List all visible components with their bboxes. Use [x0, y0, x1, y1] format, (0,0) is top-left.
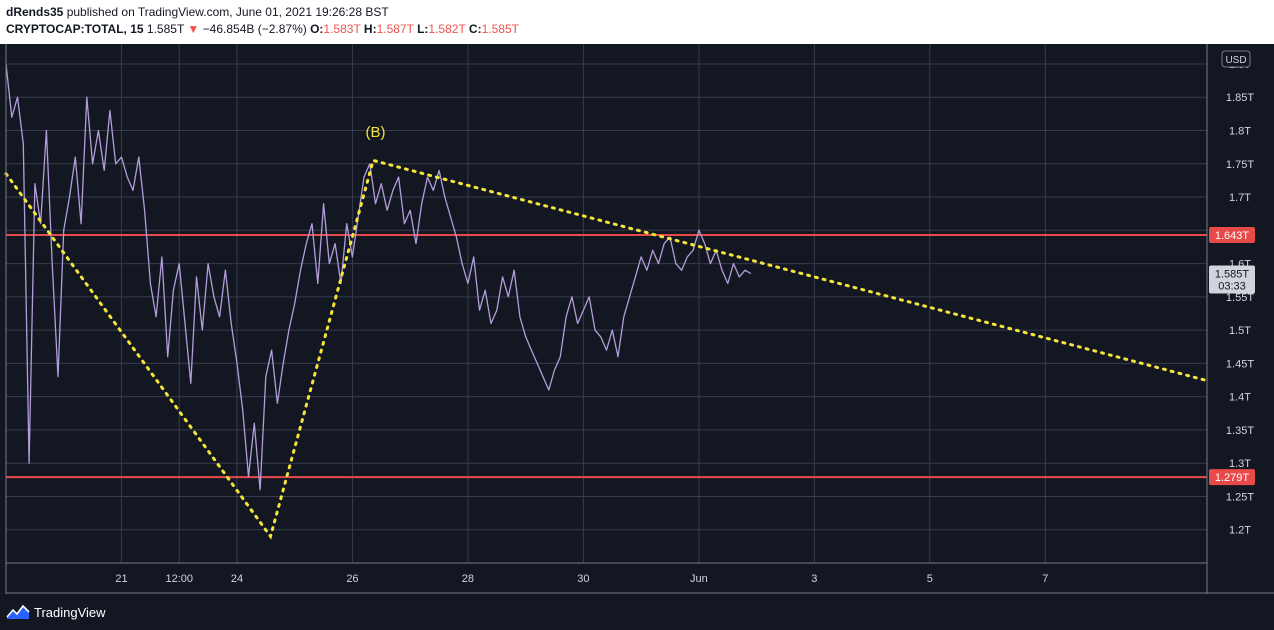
y-tick-label: 1.7T — [1229, 192, 1251, 204]
symbol-name: CRYPTOCAP:TOTAL, 15 — [6, 22, 144, 36]
x-tick-label: 3 — [811, 573, 817, 585]
x-tick-label: 12:00 — [165, 573, 193, 585]
last-price: 1.585T — [146, 22, 185, 36]
y-tick-label: 1.75T — [1226, 159, 1254, 171]
y-tick-label: 1.4T — [1229, 392, 1251, 404]
last-price-label: 1.585T — [1215, 269, 1250, 281]
author-name[interactable]: dRends35 — [6, 5, 64, 19]
level-price-label: 1.643T — [1215, 230, 1250, 242]
y-tick-label: 1.45T — [1226, 358, 1254, 370]
y-tick-label: 1.55T — [1226, 292, 1254, 304]
open-value: 1.583T — [323, 22, 361, 36]
trend-line — [4, 158, 1207, 540]
annotations: (B) — [366, 124, 386, 141]
x-tick-label: 28 — [462, 573, 474, 585]
series-line — [5, 63, 752, 491]
price-chart[interactable]: (B) 21 12:00 24 26 28 30 Jun 3 5 7 1.2T1.25T1.3T1… — [0, 44, 1274, 594]
x-axis[interactable]: 21 12:00 24 26 28 30 Jun 3 5 7 — [115, 573, 1048, 585]
y-tick-label: 1.85T — [1226, 92, 1254, 104]
x-tick-label: 7 — [1042, 573, 1048, 585]
level-lines — [6, 233, 1207, 479]
x-tick-label: 30 — [577, 573, 589, 585]
publish-info: dRends35 published on TradingView.com, J… — [6, 5, 389, 19]
level-price-badge — [1209, 226, 1255, 243]
x-tick-label: 24 — [231, 573, 243, 585]
low-value: 1.582T — [428, 22, 466, 36]
currency-badge[interactable]: USD — [1221, 50, 1251, 68]
y-tick-label: 1.3T — [1229, 458, 1251, 470]
price-change: −46.854B (−2.87%) — [202, 22, 307, 36]
y-tick-label: 1.5T — [1229, 325, 1251, 337]
y-tick-label: 1.25T — [1226, 491, 1254, 503]
high-label: H: — [363, 22, 377, 36]
y-tick-label: 1.2T — [1229, 525, 1251, 537]
close-value: 1.585T — [481, 22, 519, 36]
x-tick-label: 21 — [115, 573, 127, 585]
tradingview-logo[interactable]: TradingView — [6, 603, 106, 621]
symbol-info: CRYPTOCAP:TOTAL, 15 1.585T ▼ −46.854B (−… — [6, 22, 519, 36]
high-value: 1.587T — [376, 22, 414, 36]
y-tick-label: 1.35T — [1226, 425, 1254, 437]
low-label: L: — [417, 22, 429, 36]
x-tick-label: Jun — [690, 573, 708, 585]
countdown-label: 03:33 — [1218, 281, 1246, 293]
published-text: published on TradingView.com, June 01, 2… — [66, 5, 389, 19]
tradingview-brand: TradingView — [34, 604, 106, 620]
footer: TradingView — [0, 594, 1274, 630]
level-price-badge — [1209, 469, 1255, 486]
chart-header: dRends35 published on TradingView.com, J… — [0, 0, 1274, 44]
x-tick-label: 5 — [927, 573, 933, 585]
currency-label: USD — [1225, 55, 1246, 66]
trend-lines — [4, 158, 1207, 540]
wave-label: (B) — [366, 124, 386, 141]
open-label: O: — [310, 22, 324, 36]
last-price-badge — [1209, 265, 1255, 294]
y-tick-label: 1.8T — [1229, 126, 1251, 138]
chart-background — [0, 44, 1274, 594]
close-label: C: — [468, 22, 482, 36]
x-tick-label: 26 — [346, 573, 358, 585]
change-arrow-icon: ▼ — [187, 22, 200, 36]
level-price-label: 1.279T — [1215, 472, 1250, 484]
tradingview-logo-icon — [6, 604, 30, 619]
price-series — [5, 63, 752, 491]
y-axis[interactable]: 1.2T1.25T1.3T1.35T1.4T1.45T1.5T1.55T1.6T… — [1226, 59, 1254, 537]
